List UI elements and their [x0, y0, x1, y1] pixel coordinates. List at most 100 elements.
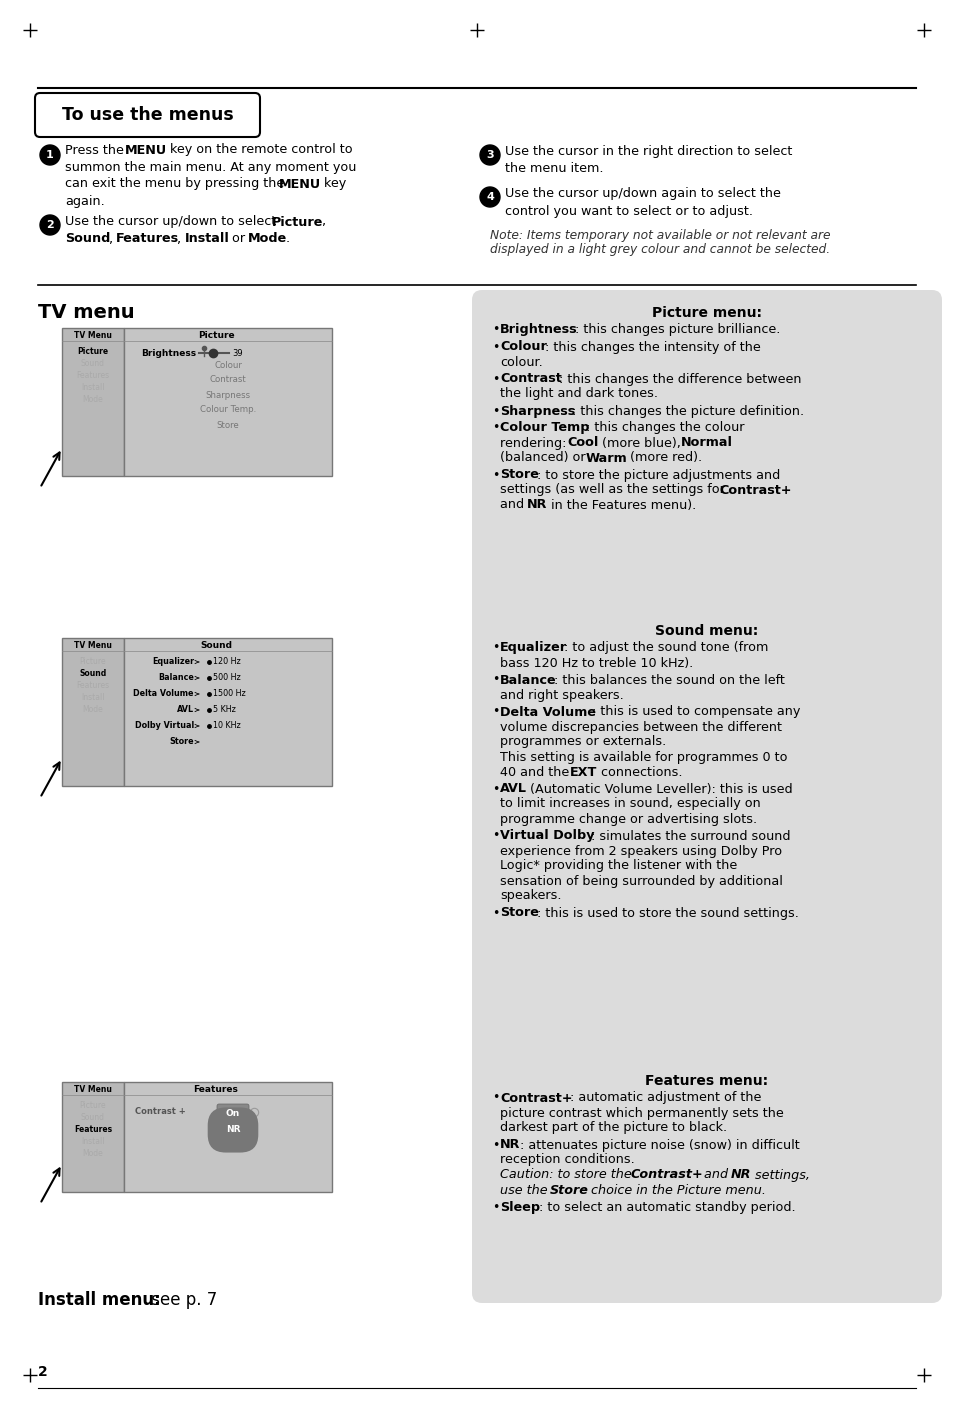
Text: picture contrast which permanently sets the: picture contrast which permanently sets …: [499, 1107, 783, 1120]
Text: NR: NR: [499, 1138, 519, 1152]
Bar: [124, 638, 332, 785]
Text: Normal: Normal: [680, 437, 733, 450]
Text: TV Menu: TV Menu: [74, 332, 112, 340]
Text: control you want to select or to adjust.: control you want to select or to adjust.: [504, 205, 752, 218]
Text: Install: Install: [81, 382, 105, 392]
Text: key: key: [319, 177, 346, 191]
FancyBboxPatch shape: [472, 289, 941, 625]
Text: Picture: Picture: [80, 656, 106, 666]
Text: Install: Install: [185, 232, 230, 246]
Text: •: •: [492, 642, 498, 655]
Text: to limit increases in sound, especially on: to limit increases in sound, especially …: [499, 798, 760, 811]
Text: can exit the menu by pressing the: can exit the menu by pressing the: [65, 177, 288, 191]
Text: Colour: Colour: [499, 340, 546, 354]
Text: and: and: [499, 499, 528, 511]
Text: Contrast+: Contrast+: [630, 1169, 702, 1182]
Text: Sound: Sound: [81, 358, 105, 368]
Text: Logic* providing the listener with the: Logic* providing the listener with the: [499, 860, 737, 873]
Text: Warm: Warm: [585, 451, 627, 465]
Text: Install: Install: [81, 1137, 105, 1145]
Text: •: •: [492, 340, 498, 354]
Text: 4: 4: [485, 192, 494, 202]
Text: sensation of being surrounded by additional: sensation of being surrounded by additio…: [499, 874, 782, 888]
FancyBboxPatch shape: [35, 93, 260, 138]
Text: Equalizer: Equalizer: [152, 658, 193, 666]
Text: •: •: [492, 405, 498, 417]
Text: rendering:: rendering:: [499, 437, 570, 450]
Text: Brightness: Brightness: [141, 348, 195, 357]
Text: 1: 1: [46, 150, 53, 160]
Text: Features: Features: [74, 1124, 112, 1134]
Text: : this changes the colour: : this changes the colour: [585, 422, 743, 434]
Text: reception conditions.: reception conditions.: [499, 1154, 634, 1166]
Text: Sound: Sound: [65, 232, 111, 246]
Text: Features: Features: [76, 371, 110, 379]
Text: 3: 3: [486, 150, 494, 160]
Text: the menu item.: the menu item.: [504, 163, 603, 176]
Text: 2: 2: [46, 221, 53, 230]
Text: •: •: [492, 1092, 498, 1104]
Text: : this changes the picture definition.: : this changes the picture definition.: [572, 405, 803, 417]
Text: : automatic adjustment of the: : automatic adjustment of the: [569, 1092, 760, 1104]
Text: 5 KHz: 5 KHz: [213, 705, 235, 715]
Text: Picture: Picture: [272, 215, 323, 229]
Text: settings (as well as the settings for: settings (as well as the settings for: [499, 483, 728, 496]
Text: Mode: Mode: [248, 232, 287, 246]
Bar: [124, 327, 332, 476]
Text: Features menu:: Features menu:: [645, 1073, 768, 1087]
Text: Install: Install: [81, 693, 105, 701]
Text: (more red).: (more red).: [625, 451, 701, 465]
Text: : to select an automatic standby period.: : to select an automatic standby period.: [537, 1200, 794, 1214]
Bar: [62, 327, 124, 476]
Text: Balance: Balance: [499, 673, 556, 687]
Text: : attenuates picture noise (snow) in difficult: : attenuates picture noise (snow) in dif…: [519, 1138, 799, 1152]
Text: Dolby Virtual: Dolby Virtual: [134, 722, 193, 731]
Text: Install menu:: Install menu:: [38, 1291, 161, 1309]
Text: programmes or externals.: programmes or externals.: [499, 735, 665, 749]
Text: 1500 Hz: 1500 Hz: [213, 690, 246, 698]
Text: Caution: to store the: Caution: to store the: [499, 1169, 635, 1182]
Text: bass 120 Hz to treble 10 kHz).: bass 120 Hz to treble 10 kHz).: [499, 656, 693, 670]
Bar: [62, 1082, 124, 1191]
Text: Use the cursor up/down again to select the: Use the cursor up/down again to select t…: [504, 187, 781, 201]
Text: •: •: [492, 705, 498, 718]
Text: •: •: [492, 906, 498, 919]
Text: Press the: Press the: [65, 143, 128, 156]
Text: Sleep: Sleep: [221, 1144, 245, 1152]
FancyBboxPatch shape: [472, 608, 941, 1078]
Text: 500 Hz: 500 Hz: [213, 673, 240, 683]
Text: Virtual Dolby: Virtual Dolby: [499, 829, 594, 843]
Text: Mode: Mode: [83, 704, 103, 714]
Circle shape: [479, 187, 499, 207]
Text: Balance: Balance: [158, 673, 193, 683]
FancyBboxPatch shape: [472, 1058, 941, 1302]
Text: •: •: [492, 1138, 498, 1152]
Text: MENU: MENU: [125, 143, 168, 156]
Text: Picture: Picture: [197, 332, 234, 340]
Text: •: •: [492, 829, 498, 843]
Circle shape: [40, 145, 60, 164]
Text: EXT: EXT: [570, 766, 598, 778]
Text: : this is used to compensate any: : this is used to compensate any: [592, 705, 800, 718]
Text: again.: again.: [65, 194, 105, 208]
Text: summon the main menu. At any moment you: summon the main menu. At any moment you: [65, 160, 356, 173]
Text: Contrast+: Contrast+: [499, 1092, 572, 1104]
Text: programme change or advertising slots.: programme change or advertising slots.: [499, 812, 757, 826]
Text: NR: NR: [730, 1169, 751, 1182]
Text: This setting is available for programmes 0 to: This setting is available for programmes…: [499, 750, 786, 763]
Text: Picture: Picture: [80, 1100, 106, 1110]
Text: Sound: Sound: [81, 1113, 105, 1121]
Text: Features: Features: [76, 680, 110, 690]
Text: NR: NR: [526, 499, 547, 511]
Text: or: or: [228, 232, 249, 246]
Text: see p. 7: see p. 7: [146, 1291, 217, 1309]
Text: key on the remote control to: key on the remote control to: [166, 143, 352, 156]
Bar: [124, 1082, 332, 1191]
Text: Delta Volume: Delta Volume: [499, 705, 596, 718]
Text: Use the cursor in the right direction to select: Use the cursor in the right direction to…: [504, 146, 792, 159]
Text: 10 KHz: 10 KHz: [213, 722, 240, 731]
Text: 39: 39: [232, 348, 242, 357]
Text: 120 Hz: 120 Hz: [213, 658, 240, 666]
Text: and: and: [700, 1169, 731, 1182]
Text: and right speakers.: and right speakers.: [499, 688, 623, 701]
